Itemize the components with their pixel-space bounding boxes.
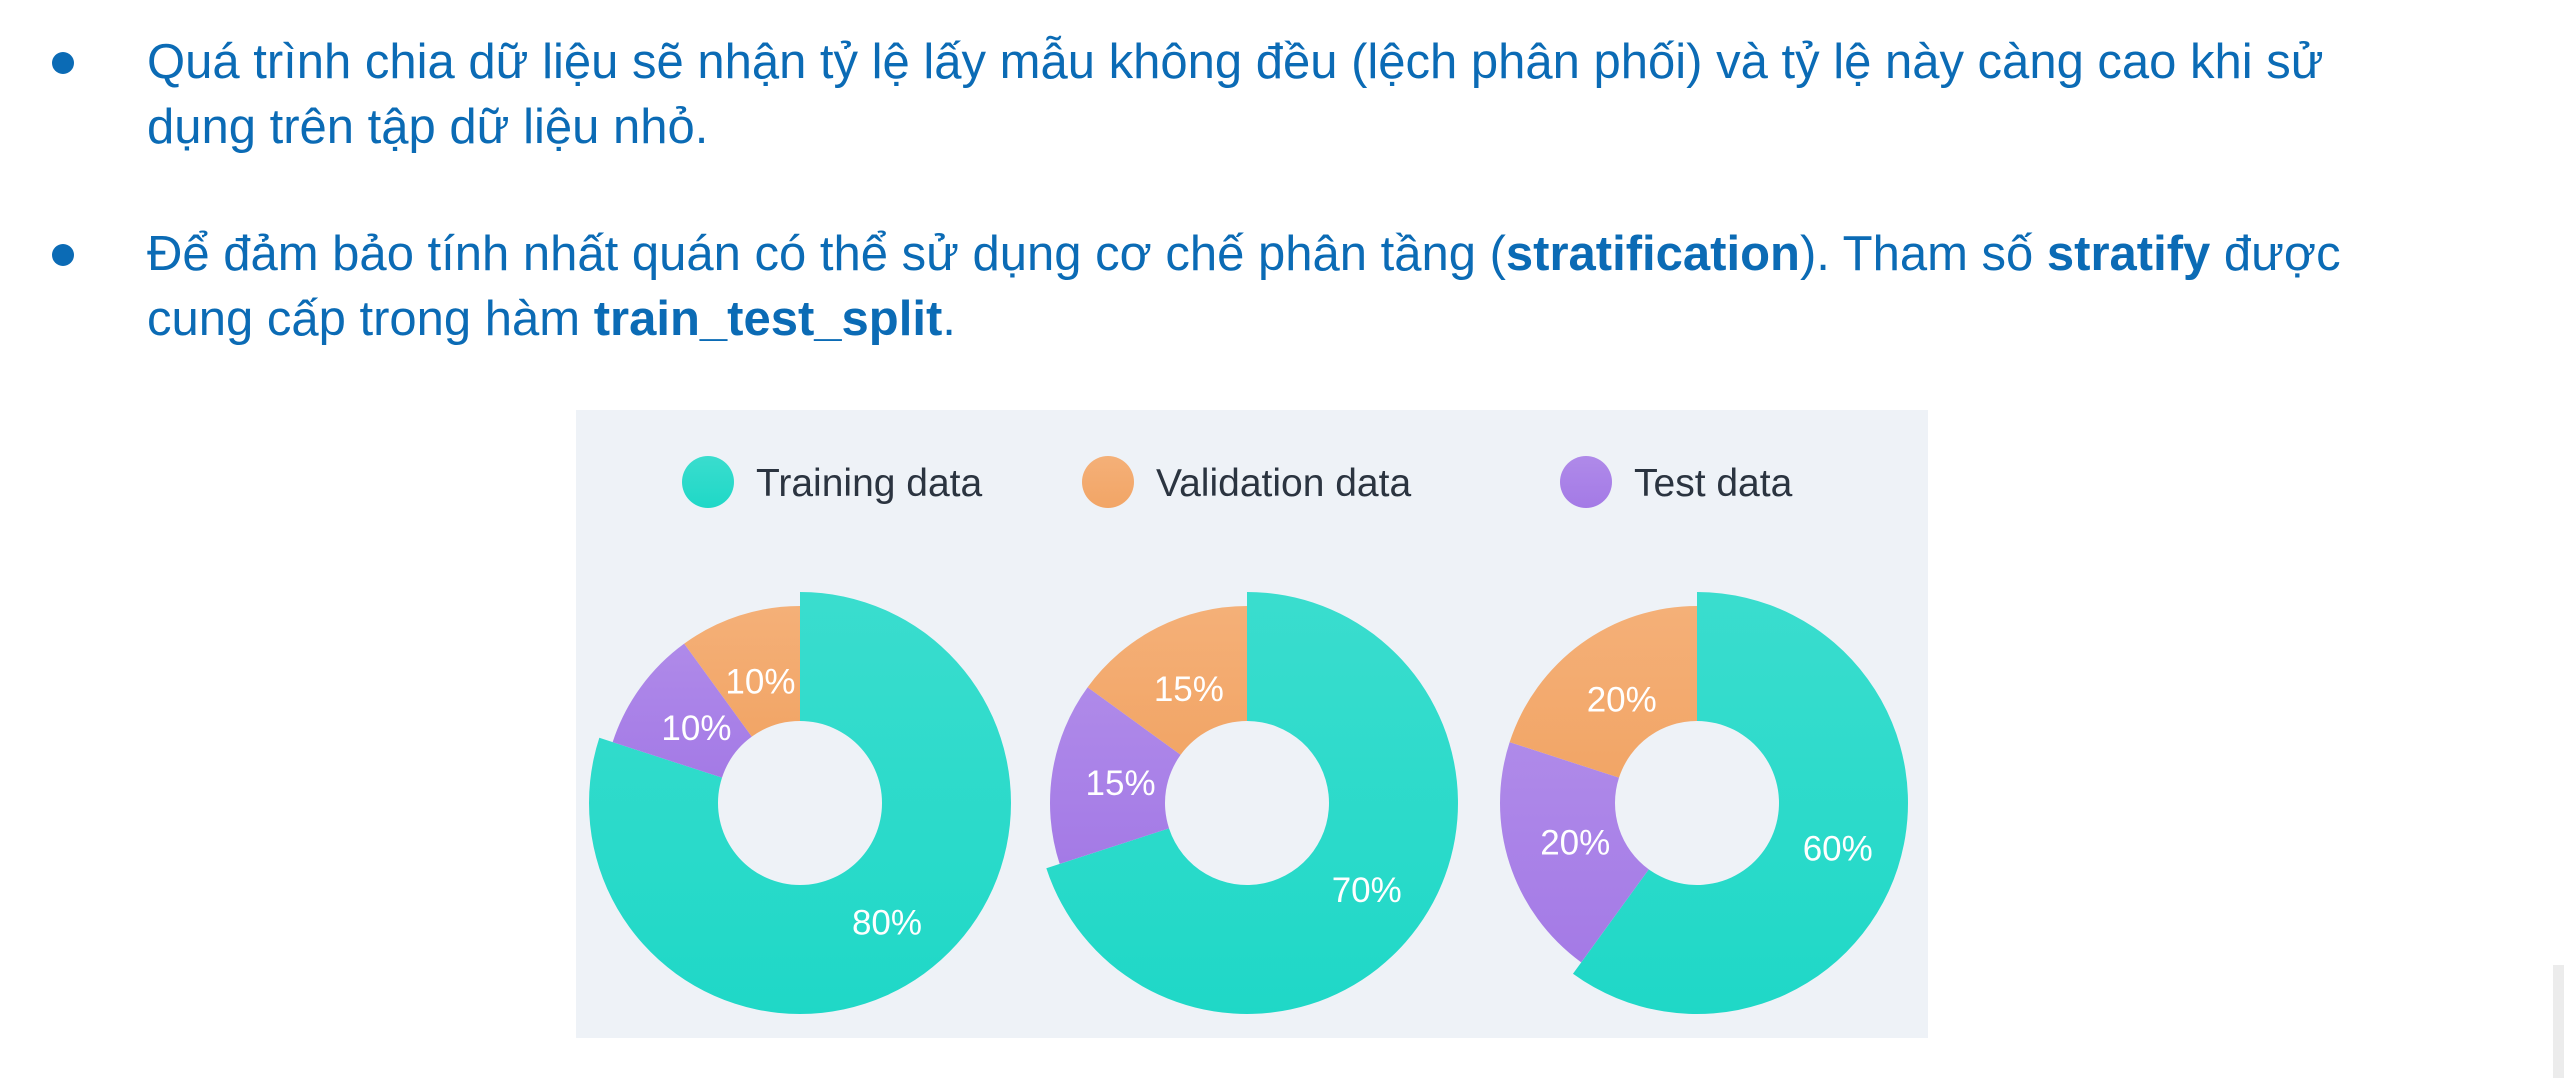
legend-item: Validation data bbox=[1082, 456, 1411, 508]
slice-data-label: 20% bbox=[1540, 824, 1610, 863]
legend-swatch bbox=[682, 456, 734, 508]
bold-term: train_test_split bbox=[593, 292, 943, 346]
text-run: Để đảm bảo tính nhất quán có thể sử dụng… bbox=[147, 227, 1506, 281]
bullet-line: cung cấp trong hàm train_test_split. bbox=[147, 287, 2527, 352]
bullet-text: Quá trình chia dữ liệu sẽ nhận tỷ lệ lấy… bbox=[147, 30, 2527, 160]
slice-data-label: 10% bbox=[725, 662, 795, 701]
bullet-item-sampling: Quá trình chia dữ liệu sẽ nhận tỷ lệ lấy… bbox=[0, 30, 2564, 160]
legend-item: Test data bbox=[1560, 456, 1793, 508]
bullet-text: Để đảm bảo tính nhất quán có thể sử dụng… bbox=[147, 222, 2527, 352]
text-run: dụng trên tập dữ liệu nhỏ. bbox=[147, 100, 709, 154]
slice-data-label: 15% bbox=[1154, 670, 1224, 709]
donut-slice bbox=[589, 592, 1011, 1014]
donut-chart: 70% 15% 15% bbox=[1046, 592, 1458, 1014]
bullet-line: dụng trên tập dữ liệu nhỏ. bbox=[147, 95, 2527, 160]
donut-slice bbox=[684, 606, 800, 737]
edge-decoration bbox=[2553, 965, 2564, 1078]
text-run: cung cấp trong hàm bbox=[147, 292, 594, 346]
bullet-dot bbox=[52, 244, 74, 266]
slice-data-label: 70% bbox=[1332, 871, 1402, 910]
slice-data-label: 10% bbox=[661, 709, 731, 748]
legend-label: Training data bbox=[756, 462, 983, 505]
slice-data-label: 15% bbox=[1086, 764, 1156, 803]
legend-swatch bbox=[1082, 456, 1134, 508]
legend-label: Validation data bbox=[1156, 462, 1411, 505]
donut-slice bbox=[1500, 742, 1649, 963]
bullet-line: Để đảm bảo tính nhất quán có thể sử dụng… bbox=[147, 222, 2527, 287]
donut-slice bbox=[1050, 687, 1181, 864]
donut-chart-svg: Training data Validation data Test data 80… bbox=[576, 410, 1928, 1038]
bullet-line: Quá trình chia dữ liệu sẽ nhận tỷ lệ lấy… bbox=[147, 30, 2527, 95]
text-run: được bbox=[2210, 227, 2341, 281]
donut-slice bbox=[1572, 592, 1908, 1014]
slice-data-label: 60% bbox=[1803, 830, 1873, 869]
donut-slice bbox=[1046, 592, 1458, 1014]
bold-term: stratification bbox=[1505, 227, 1800, 281]
slice-data-label: 20% bbox=[1587, 680, 1657, 719]
donut-charts: 80% 10% 10% 70% 15% 15% 60% 20% 20% bbox=[589, 592, 1908, 1014]
donut-slice bbox=[1509, 606, 1697, 778]
slice-data-label: 80% bbox=[852, 904, 922, 943]
bold-term: stratify bbox=[2046, 227, 2211, 281]
bullet-item-stratification: Để đảm bảo tính nhất quán có thể sử dụng… bbox=[0, 222, 2564, 352]
bullet-dot bbox=[52, 52, 74, 74]
chart-legend: Training data Validation data Test data bbox=[682, 456, 1793, 508]
donut-chart: 60% 20% 20% bbox=[1500, 592, 1908, 1014]
donut-slice bbox=[1087, 606, 1247, 755]
text-run: ). Tham số bbox=[1799, 227, 2047, 281]
donut-slice bbox=[612, 643, 752, 778]
text-run: . bbox=[942, 292, 956, 346]
legend-item: Training data bbox=[682, 456, 983, 508]
text-run: Quá trình chia dữ liệu sẽ nhận tỷ lệ lấy… bbox=[147, 35, 2324, 89]
donut-chart-panel: Training data Validation data Test data 80… bbox=[576, 410, 1928, 1038]
legend-label: Test data bbox=[1634, 462, 1793, 505]
legend-swatch bbox=[1560, 456, 1612, 508]
donut-chart: 80% 10% 10% bbox=[589, 592, 1011, 1014]
